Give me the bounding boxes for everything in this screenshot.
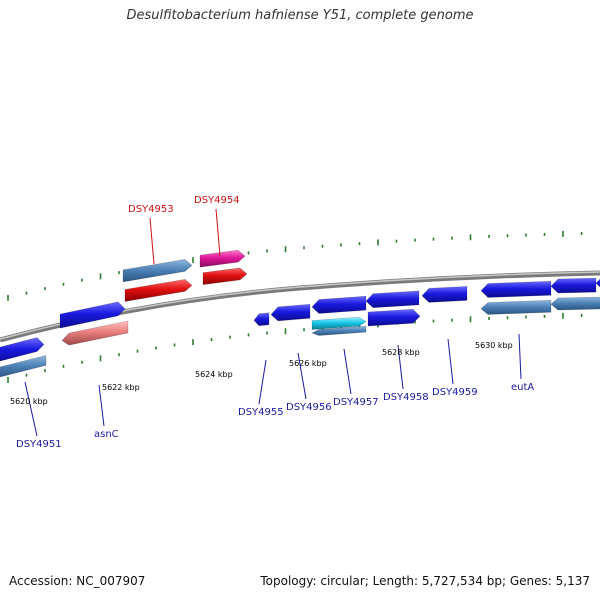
gene-arrow (311, 295, 367, 314)
gene-label: DSY4955 (238, 407, 284, 418)
gene-arrow (270, 303, 311, 322)
leader-line (397, 344, 404, 390)
tick-label: 5622 kbp (102, 383, 140, 392)
label-leader-lines (24, 208, 522, 437)
gene-label: DSY4953 (128, 204, 174, 215)
gene-label: DSY4956 (286, 402, 332, 413)
gene-label: DSY4954 (194, 195, 240, 206)
gene-arrow (480, 299, 552, 315)
leader-line (447, 338, 454, 385)
gene-arrow (311, 325, 367, 336)
gene-label: eutA (511, 382, 534, 393)
gene-label: DSY4958 (383, 392, 429, 403)
tick-label: 5630 kbp (475, 341, 513, 350)
tick-label: 5620 kbp (10, 397, 48, 406)
page-title: Desulfitobacterium hafniense Y51, comple… (126, 8, 474, 23)
leader-line (215, 208, 221, 257)
tick-label: 5628 kbp (382, 348, 420, 357)
gene-label: DSY4957 (333, 397, 379, 408)
gene-arrow (0, 337, 45, 362)
gene-arrow (59, 301, 126, 329)
gene-arrow (61, 320, 129, 346)
gene-arrow (550, 277, 597, 294)
leader-line (98, 384, 105, 427)
tick-label: 5626 kbp (289, 359, 327, 368)
gene-arrow (253, 312, 270, 327)
accession-text: Accession: NC_007907 (9, 574, 146, 588)
gene-arrow (421, 286, 468, 303)
gene-arrow (480, 280, 552, 298)
gene-arrow (550, 296, 600, 311)
leader-line (343, 348, 352, 395)
gene-arrow (595, 278, 600, 288)
gene-arrow (199, 249, 246, 268)
leader-line (518, 333, 522, 380)
leader-line (149, 217, 155, 265)
tick-label: 5624 kbp (195, 370, 233, 379)
gene-features (0, 249, 600, 378)
gene-arrow (124, 278, 193, 302)
gene-label: DSY4951 (16, 439, 62, 450)
gene-arrow (311, 316, 367, 330)
gene-arrow (365, 290, 420, 309)
gene-arrow (0, 355, 47, 378)
gene-arrow (122, 258, 193, 283)
leader-line (24, 381, 38, 437)
topology-text: Topology: circular; Length: 5,727,534 bp… (260, 574, 590, 588)
gene-arrow (202, 267, 248, 286)
tick-labels: 5620 kbp 5622 kbp 5624 kbp 5626 kbp 5628 kbp… (10, 341, 513, 406)
gene-label: DSY4959 (432, 387, 478, 398)
leader-line (258, 359, 267, 405)
gene-label: asnC (94, 429, 119, 440)
gene-arrow (367, 308, 421, 327)
leader-line (297, 352, 307, 400)
